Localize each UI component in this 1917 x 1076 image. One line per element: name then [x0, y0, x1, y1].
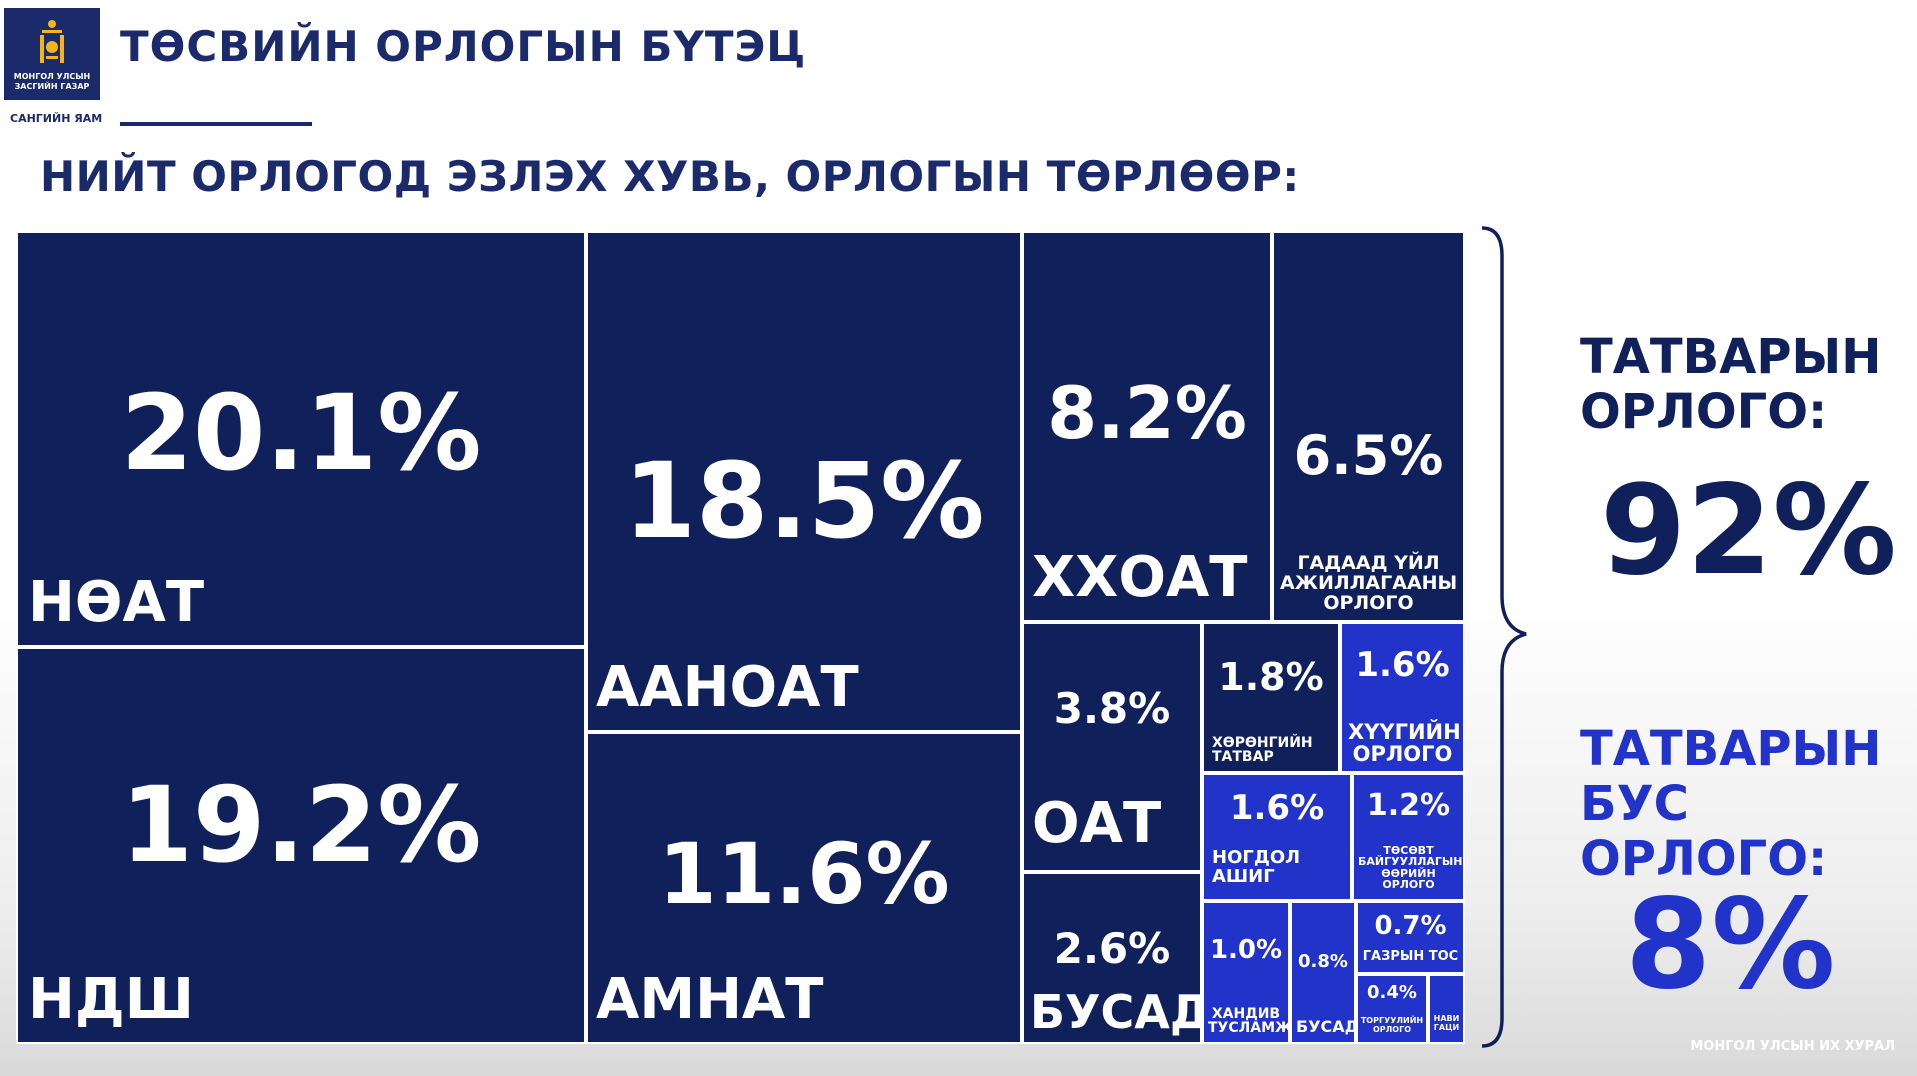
- treemap-cell: 19.2% НДШ: [16, 647, 586, 1044]
- treemap-value-label: 0.8%: [1298, 951, 1348, 972]
- treemap-value-label: 0.7%: [1374, 911, 1447, 941]
- treemap-cell: 1.0% ХАНДИВ ТУСЛАМЖ: [1202, 901, 1290, 1044]
- treemap-cell: 0.8% БУСАД: [1290, 901, 1356, 1044]
- treemap-value-label: 6.5%: [1293, 424, 1444, 487]
- treemap-category-label: НАВИ ГАЦИ: [1433, 1014, 1460, 1032]
- government-logo: МОНГОЛ УЛСЫН ЗАСГИЙН ГАЗАР: [4, 8, 100, 100]
- tax-revenue-label: ТАТВАРЫН ОРЛОГО:: [1580, 329, 1882, 441]
- tax-revenue-value: 92%: [1600, 459, 1897, 603]
- treemap-cell: 6.5% ГАДААД ҮЙЛ АЖИЛЛАГААНЫ ОРЛОГО: [1272, 231, 1465, 622]
- treemap-cell: 8.2% ХХОАТ: [1022, 231, 1272, 622]
- treemap-value-label: 1.6%: [1355, 645, 1450, 685]
- footer-text: МОНГОЛ УЛСЫН ИХ ХУРАЛ: [1690, 1039, 1895, 1054]
- treemap-category-label: ХХОАТ: [1032, 545, 1248, 611]
- treemap-value-label: 11.6%: [658, 825, 950, 923]
- page-title: ТӨСВИЙН ОРЛОГЫН БҮТЭЦ: [120, 22, 807, 71]
- treemap-value-label: 2.6%: [1053, 924, 1171, 973]
- treemap-cell: 11.6% АМНАТ: [586, 732, 1022, 1044]
- treemap-category-label: ТӨСӨВТ БАЙГУУЛЛАГЫН ӨӨРИЙН ОРЛОГО: [1358, 843, 1463, 892]
- treemap-category-label: ХАНДИВ ТУСЛАМЖ: [1208, 1005, 1290, 1037]
- treemap-value-label: 1.8%: [1218, 655, 1324, 699]
- treemap-category-label: ХӨРӨНГИЙН ТАТВАР: [1212, 734, 1313, 766]
- treemap-category-label: БУСАД: [1030, 984, 1202, 1039]
- treemap-category-label: ААНОАТ: [596, 655, 859, 721]
- treemap-category-label: ГАЗРЫН ТОС: [1362, 949, 1459, 965]
- treemap-category-label: ХҮҮГИЙН ОРЛОГО: [1348, 719, 1461, 766]
- treemap-cell: 0.4% ТОРГУУЛИЙН ОРЛОГО: [1356, 974, 1428, 1044]
- treemap-cell: 18.5% ААНОАТ: [586, 231, 1022, 732]
- treemap-cell: 20.1% НӨАТ: [16, 231, 586, 647]
- treemap-value-label: 1.0%: [1209, 935, 1283, 965]
- nontax-revenue-label: ТАТВАРЫН БУС ОРЛОГО:: [1580, 721, 1917, 888]
- treemap-category-label: НӨАТ: [28, 570, 205, 636]
- treemap-cell: 1.6% ХҮҮГИЙН ОРЛОГО: [1340, 622, 1465, 773]
- treemap-cell: НАВИ ГАЦИ: [1428, 974, 1465, 1044]
- title-underline: [120, 122, 312, 126]
- soyombo-emblem-icon: [40, 20, 64, 63]
- treemap-category-label: ГАДААД ҮЙЛ АЖИЛЛАГААНЫ ОРЛОГО: [1280, 552, 1458, 615]
- treemap-value-label: 0.4%: [1367, 982, 1417, 1003]
- tax-label-line1: ТАТВАРЫН: [1580, 329, 1882, 385]
- treemap-category-label: НОГДОЛ АШИГ: [1212, 847, 1301, 888]
- treemap-category-label: АМНАТ: [596, 967, 824, 1033]
- treemap-cell: 0.7% ГАЗРЫН ТОС: [1356, 901, 1465, 974]
- treemap-category-label: БУСАД: [1296, 1017, 1356, 1037]
- treemap-value-label: 1.2%: [1366, 788, 1451, 823]
- treemap-value-label: 18.5%: [623, 440, 985, 562]
- nontax-label-line2: БУС ОРЛОГО:: [1580, 776, 1828, 888]
- treemap-value-label: 8.2%: [1047, 371, 1247, 455]
- treemap-category-label: НДШ: [28, 967, 194, 1033]
- curly-brace-icon: [1481, 226, 1527, 1048]
- treemap-value-label: 1.6%: [1229, 788, 1325, 828]
- nontax-label-line1: ТАТВАРЫН: [1580, 721, 1882, 777]
- treemap-cell: 1.6% НОГДОЛ АШИГ: [1202, 773, 1352, 901]
- page-subtitle: НИЙТ ОРЛОГОД ЭЗЛЭХ ХУВЬ, ОРЛОГЫН ТӨРЛӨӨР…: [40, 152, 1300, 201]
- nontax-revenue-value: 8%: [1625, 873, 1836, 1017]
- logo-text-line1: МОНГОЛ УЛСЫН: [13, 72, 91, 81]
- treemap-cell: 1.8% ХӨРӨНГИЙН ТАТВАР: [1202, 622, 1340, 773]
- treemap-category-label: ТОРГУУЛИЙН ОРЛОГО: [1360, 1016, 1424, 1034]
- treemap-cell: 3.8% ОАТ: [1022, 622, 1202, 872]
- treemap-value-label: 3.8%: [1053, 684, 1171, 733]
- tax-label-line2: ОРЛОГО:: [1580, 384, 1828, 441]
- treemap-value-label: 20.1%: [120, 372, 482, 494]
- treemap-cell: 1.2% ТӨСӨВТ БАЙГУУЛЛАГЫН ӨӨРИЙН ОРЛОГО: [1352, 773, 1465, 901]
- logo-text-line2: ЗАСГИЙН ГАЗАР: [14, 82, 90, 91]
- treemap-category-label: ОАТ: [1032, 791, 1162, 857]
- ministry-name: САНГИЙН ЯАМ: [10, 112, 103, 125]
- treemap-cell: 2.6% БУСАД: [1022, 872, 1202, 1044]
- treemap-value-label: 19.2%: [120, 764, 482, 886]
